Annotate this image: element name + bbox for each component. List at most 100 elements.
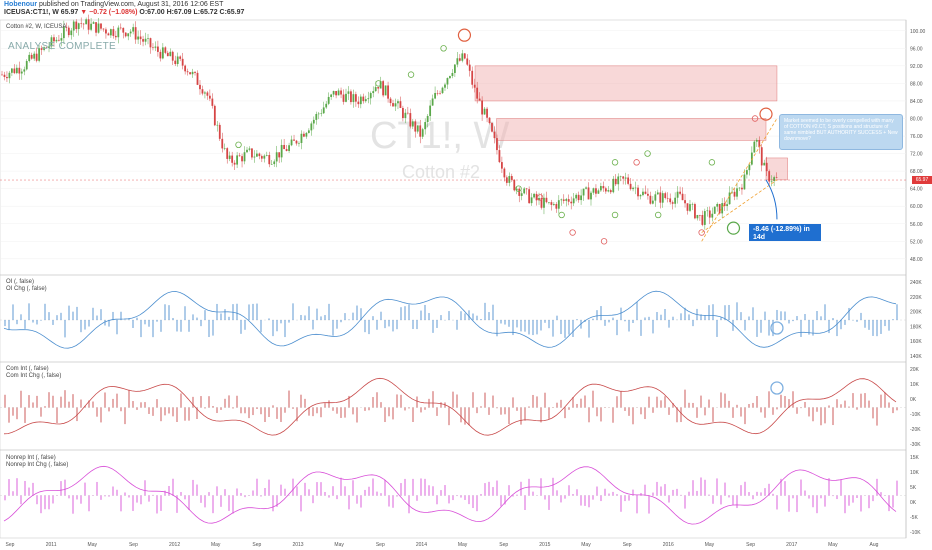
indicator-bar bbox=[372, 478, 374, 496]
candle-body bbox=[498, 150, 501, 163]
time-tick-label: May bbox=[211, 542, 221, 548]
candle-body bbox=[389, 98, 392, 104]
indicator-bar bbox=[392, 495, 394, 508]
time-tick-label: Sep bbox=[252, 542, 261, 548]
candle-body bbox=[332, 91, 335, 95]
candle-body bbox=[169, 51, 172, 57]
candle-body bbox=[760, 147, 763, 166]
indicator-bar bbox=[768, 320, 770, 336]
indicator-bar bbox=[748, 492, 750, 496]
indicator-bar bbox=[400, 483, 402, 496]
candle-body bbox=[466, 58, 469, 65]
candle-body bbox=[733, 191, 736, 197]
candle-body bbox=[280, 144, 283, 158]
indicator-bar bbox=[388, 407, 390, 417]
indicator-bar bbox=[16, 407, 18, 420]
candle-body bbox=[305, 132, 308, 137]
candle-body bbox=[95, 22, 97, 33]
candle-body bbox=[575, 194, 578, 199]
indicator-bar bbox=[828, 478, 830, 496]
indicator-bar bbox=[376, 320, 378, 330]
indicator-bar bbox=[52, 320, 54, 325]
candle-body bbox=[75, 21, 78, 30]
candle-body bbox=[617, 176, 620, 185]
buy-signal-icon bbox=[708, 159, 716, 166]
indicator-bar bbox=[204, 407, 206, 409]
indicator-tick-label: -10K bbox=[910, 530, 921, 536]
analysis-label: ANALYSE COMPLETE bbox=[8, 41, 116, 52]
username[interactable]: Hobenour bbox=[4, 1, 38, 8]
indicator-bar bbox=[308, 407, 310, 416]
indicator-bar bbox=[244, 320, 246, 330]
indicator-bar bbox=[608, 320, 610, 323]
indicator-bar bbox=[776, 309, 778, 320]
candle-body bbox=[377, 87, 380, 89]
indicator-bar bbox=[320, 407, 322, 418]
candle-body bbox=[154, 46, 157, 48]
candle-body bbox=[555, 204, 558, 209]
candle-body bbox=[295, 140, 298, 144]
candle-body bbox=[453, 64, 456, 73]
candle-body bbox=[651, 200, 654, 204]
candle-body bbox=[107, 33, 110, 36]
candle-body bbox=[179, 56, 182, 59]
indicator-bar bbox=[340, 320, 342, 323]
sell-signal-icon bbox=[600, 238, 608, 245]
indicator-bar bbox=[840, 320, 842, 330]
indicator-bar bbox=[392, 407, 394, 420]
indicator-bar bbox=[40, 320, 42, 321]
indicator-bar bbox=[276, 407, 278, 419]
candle-body bbox=[614, 178, 617, 185]
price-tick-label: 52.00 bbox=[910, 239, 923, 245]
candle-body bbox=[8, 72, 11, 79]
candle-body bbox=[77, 23, 80, 30]
candle-body bbox=[87, 19, 90, 30]
candle-body bbox=[303, 133, 305, 137]
candle-body bbox=[134, 27, 137, 40]
indicator-bar bbox=[348, 319, 350, 320]
candle-body bbox=[562, 199, 565, 201]
analysis-callout[interactable]: Market seemed to be overly compelled wit… bbox=[779, 114, 903, 150]
candle-body bbox=[43, 47, 45, 50]
candle-body bbox=[587, 187, 590, 200]
indicator-bar bbox=[500, 407, 502, 415]
indicator-bar bbox=[372, 397, 374, 408]
candle-body bbox=[721, 203, 724, 214]
indicator-bar bbox=[652, 492, 654, 496]
indicator-bar bbox=[700, 395, 702, 408]
candle-body bbox=[627, 177, 630, 184]
candle-body bbox=[320, 113, 323, 114]
indicator-bar bbox=[328, 400, 330, 408]
indicator-bar bbox=[528, 406, 530, 408]
candle-body bbox=[689, 204, 691, 211]
indicator-bar bbox=[512, 495, 514, 497]
indicator-bar bbox=[564, 407, 566, 419]
indicator-bar bbox=[140, 402, 142, 408]
indicator-bar bbox=[344, 407, 346, 418]
indicator-bar bbox=[412, 478, 414, 496]
candle-body bbox=[770, 180, 773, 182]
indicator-bar bbox=[112, 311, 114, 320]
measure-box[interactable]: -8.46 (-12.89%) in 14d 57.16 @ 2016-09-1… bbox=[749, 224, 821, 248]
candle-body bbox=[461, 53, 464, 61]
candle-body bbox=[753, 141, 756, 153]
highlight-circle-icon bbox=[770, 381, 784, 395]
candle-body bbox=[602, 186, 605, 189]
candle-body bbox=[246, 149, 248, 153]
indicator-bar bbox=[112, 398, 114, 408]
buy-signal-icon bbox=[407, 71, 415, 78]
candle-body bbox=[268, 154, 271, 165]
indicator-bar bbox=[420, 407, 422, 413]
indicator-bar bbox=[748, 404, 750, 408]
indicator-bar bbox=[60, 312, 62, 320]
indicator-bar bbox=[472, 495, 474, 509]
indicator-bar bbox=[736, 495, 738, 509]
indicator-bar bbox=[572, 397, 574, 408]
indicator-bar bbox=[136, 407, 138, 410]
indicator-tick-label: -30K bbox=[910, 442, 921, 448]
candle-body bbox=[60, 38, 63, 41]
indicator-bar bbox=[872, 320, 874, 336]
indicator-bar bbox=[756, 320, 758, 337]
candle-body bbox=[666, 197, 669, 199]
